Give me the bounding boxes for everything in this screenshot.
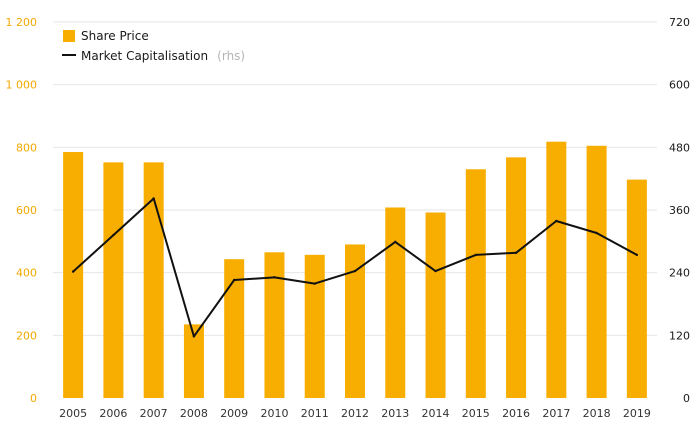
bar-2010 (264, 252, 285, 398)
market-cap-point-2017 (555, 219, 558, 223)
left-tick-label: 200 (16, 329, 37, 342)
legend: Share Price Market Capitalisation (rhs) (62, 29, 245, 64)
market-cap-point-2011 (313, 282, 316, 285)
market-cap-point-2008 (192, 335, 196, 338)
market-cap-point-2012 (353, 269, 357, 273)
left-tick-label: 600 (16, 204, 37, 217)
x-axis-ticks: 2005 2006 2007 2008 2009 2010 2011 2012 2013 2014… (59, 407, 651, 420)
bar-2019 (626, 179, 647, 398)
right-axis-ticks: 0 120 240 360 480 600 720 (669, 16, 690, 405)
x-tick-label: 2007 (140, 407, 168, 420)
left-axis-ticks: 0 200 400 600 800 1 000 1 200 (6, 16, 38, 405)
legend-share-price-swatch (63, 30, 75, 42)
bar-2012 (345, 244, 365, 398)
market-cap-point-2010 (273, 276, 276, 279)
right-tick-label: 240 (669, 267, 690, 280)
share-price-bars (63, 141, 647, 398)
market-cap-point-2006 (112, 233, 115, 237)
left-tick-label: 1 000 (6, 79, 38, 92)
x-tick-label: 2018 (583, 407, 611, 420)
legend-market-cap-label: Market Capitalisation (81, 49, 208, 63)
bar-2006 (103, 162, 124, 398)
market-cap-point-2013 (394, 240, 397, 244)
x-tick-label: 2015 (462, 407, 490, 420)
right-tick-label: 360 (669, 204, 690, 217)
bar-2007 (143, 162, 164, 398)
x-tick-label: 2010 (260, 407, 288, 420)
market-cap-point-2015 (474, 253, 477, 257)
left-tick-label: 0 (30, 392, 37, 405)
right-tick-label: 120 (669, 329, 690, 342)
bar-2014 (425, 212, 446, 398)
bar-2015 (465, 169, 486, 398)
x-tick-label: 2019 (623, 407, 651, 420)
bar-2011 (304, 254, 325, 398)
bar-2008 (183, 324, 204, 398)
left-tick-label: 400 (16, 267, 37, 280)
bar-2013 (385, 207, 406, 398)
x-tick-label: 2009 (220, 407, 248, 420)
bar-2018 (586, 145, 607, 398)
x-tick-label: 2012 (341, 407, 369, 420)
bar-2009 (224, 259, 245, 398)
x-tick-label: 2006 (99, 407, 127, 420)
legend-share-price-label: Share Price (81, 29, 149, 43)
market-cap-point-2009 (233, 278, 236, 282)
x-tick-label: 2014 (422, 407, 450, 420)
market-cap-point-2007 (152, 197, 155, 200)
x-tick-label: 2008 (180, 407, 208, 420)
right-tick-label: 720 (669, 16, 690, 29)
bar-2017 (546, 141, 567, 398)
bar-2005 (63, 152, 84, 398)
legend-market-cap-note: (rhs) (217, 49, 245, 63)
market-cap-line-layer (71, 197, 639, 338)
bar-2016 (506, 157, 527, 398)
x-tick-label: 2017 (542, 407, 570, 420)
market-cap-point-2018 (595, 231, 598, 235)
market-cap-point-2019 (635, 253, 639, 257)
right-tick-label: 480 (669, 141, 690, 154)
right-tick-label: 0 (683, 392, 690, 405)
left-tick-label: 800 (16, 141, 37, 154)
legend-market-cap-text: Market Capitalisation (rhs) (81, 45, 245, 64)
x-tick-label: 2013 (381, 407, 409, 420)
right-tick-label: 600 (669, 79, 690, 92)
left-tick-label: 1 200 (6, 16, 38, 29)
x-tick-label: 2005 (59, 407, 87, 420)
x-tick-label: 2011 (301, 407, 329, 420)
market-cap-point-2016 (514, 251, 518, 255)
market-cap-point-2014 (434, 269, 437, 273)
x-tick-label: 2016 (502, 407, 530, 420)
market-cap-point-2005 (71, 270, 75, 273)
